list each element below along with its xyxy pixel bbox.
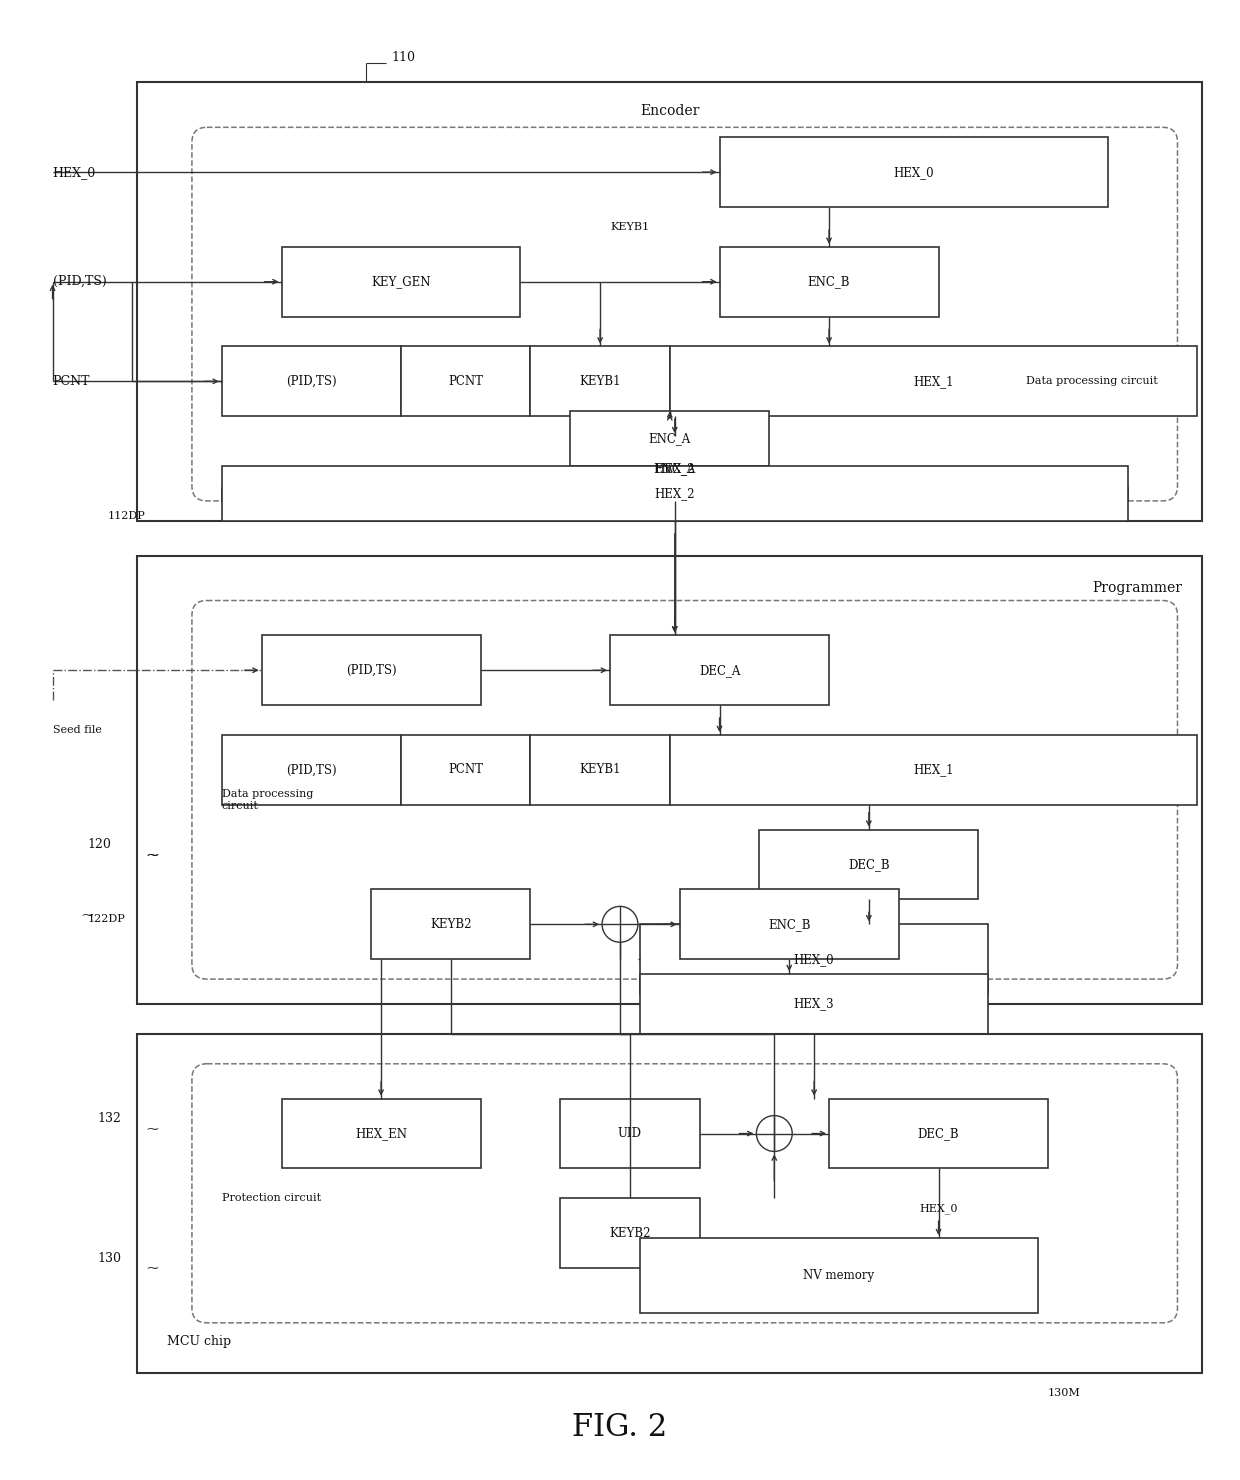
- Bar: [640, 1239, 1038, 1313]
- Text: KEY_GEN: KEY_GEN: [371, 275, 430, 289]
- Bar: [281, 247, 521, 317]
- Bar: [281, 1098, 481, 1168]
- Text: FIG. 2: FIG. 2: [573, 1412, 667, 1443]
- Bar: [719, 138, 1107, 207]
- Text: NV memory: NV memory: [804, 1268, 874, 1282]
- Bar: [830, 1098, 1048, 1168]
- Bar: [531, 346, 670, 416]
- Text: MCU chip: MCU chip: [167, 1335, 231, 1348]
- Text: KEYB2: KEYB2: [609, 1227, 651, 1240]
- Text: ENC_A: ENC_A: [649, 432, 691, 445]
- Text: HEX_0: HEX_0: [919, 1203, 957, 1214]
- Text: HEX_0: HEX_0: [52, 166, 95, 179]
- Text: KEYB2: KEYB2: [430, 918, 471, 931]
- Bar: [640, 925, 988, 995]
- Text: UID: UID: [618, 1126, 642, 1140]
- Text: 122DP: 122DP: [87, 915, 125, 925]
- Text: 130: 130: [98, 1252, 122, 1264]
- Text: PCNT: PCNT: [52, 374, 91, 388]
- Bar: [401, 736, 531, 805]
- Text: ENC_B: ENC_B: [768, 918, 811, 931]
- Bar: [640, 974, 988, 1035]
- Text: 130M: 130M: [1048, 1388, 1081, 1397]
- Text: (PID,TS): (PID,TS): [286, 374, 337, 388]
- Text: 120: 120: [87, 838, 112, 851]
- Bar: [531, 736, 670, 805]
- Bar: [138, 83, 1203, 521]
- Text: 112DP: 112DP: [108, 511, 145, 521]
- Text: (PID,TS): (PID,TS): [286, 764, 337, 777]
- Bar: [570, 437, 779, 500]
- Text: ENC_A: ENC_A: [653, 462, 696, 475]
- Text: Programmer: Programmer: [1092, 580, 1183, 595]
- Bar: [569, 425, 770, 487]
- Text: Seed file: Seed file: [52, 725, 102, 736]
- Bar: [759, 830, 978, 900]
- Bar: [371, 889, 531, 959]
- Text: ~: ~: [145, 1120, 159, 1137]
- Bar: [560, 1199, 699, 1268]
- Text: HEX_EN: HEX_EN: [355, 1126, 407, 1140]
- Text: HEX_3: HEX_3: [794, 998, 835, 1011]
- Text: 132: 132: [98, 1111, 122, 1125]
- Bar: [222, 437, 1127, 500]
- Text: DEC_B: DEC_B: [918, 1126, 960, 1140]
- Bar: [670, 736, 1198, 805]
- Text: HEX_1: HEX_1: [914, 764, 954, 777]
- Text: DEC_B: DEC_B: [848, 858, 889, 872]
- Text: ~: ~: [145, 847, 159, 863]
- Text: HEX_2: HEX_2: [655, 462, 694, 475]
- Text: KEYB1: KEYB1: [579, 764, 621, 777]
- Text: HEX_1: HEX_1: [914, 374, 954, 388]
- Bar: [401, 346, 531, 416]
- Text: DEC_A: DEC_A: [699, 663, 740, 676]
- Bar: [138, 1035, 1203, 1372]
- Text: Data processing
circuit: Data processing circuit: [222, 789, 314, 811]
- Bar: [570, 411, 769, 466]
- Bar: [262, 635, 481, 704]
- Bar: [560, 1098, 699, 1168]
- Text: HEX_0: HEX_0: [893, 166, 934, 179]
- Bar: [610, 635, 830, 704]
- Text: Protection circuit: Protection circuit: [222, 1193, 321, 1203]
- Text: Encoder: Encoder: [640, 105, 699, 118]
- Bar: [680, 889, 899, 959]
- Bar: [222, 736, 401, 805]
- Text: HEX_0: HEX_0: [794, 953, 835, 965]
- Text: HEX_2: HEX_2: [655, 487, 694, 500]
- Text: ~: ~: [81, 906, 94, 924]
- Text: KEYB1: KEYB1: [610, 222, 650, 232]
- Text: (PID,TS): (PID,TS): [52, 275, 107, 289]
- Text: ENC_B: ENC_B: [807, 275, 851, 289]
- Text: PCNT: PCNT: [448, 764, 484, 777]
- Text: ~: ~: [145, 1259, 159, 1277]
- Text: KEYB1: KEYB1: [579, 374, 621, 388]
- Bar: [222, 466, 1127, 521]
- Bar: [221, 425, 1128, 487]
- Bar: [670, 346, 1198, 416]
- Text: (PID,TS): (PID,TS): [346, 663, 397, 676]
- Text: 110: 110: [391, 52, 415, 64]
- Bar: [222, 346, 401, 416]
- Text: Data processing circuit: Data processing circuit: [1025, 376, 1158, 386]
- Text: PCNT: PCNT: [448, 374, 484, 388]
- Bar: [719, 247, 939, 317]
- Text: ~: ~: [145, 847, 159, 863]
- Bar: [138, 555, 1203, 1003]
